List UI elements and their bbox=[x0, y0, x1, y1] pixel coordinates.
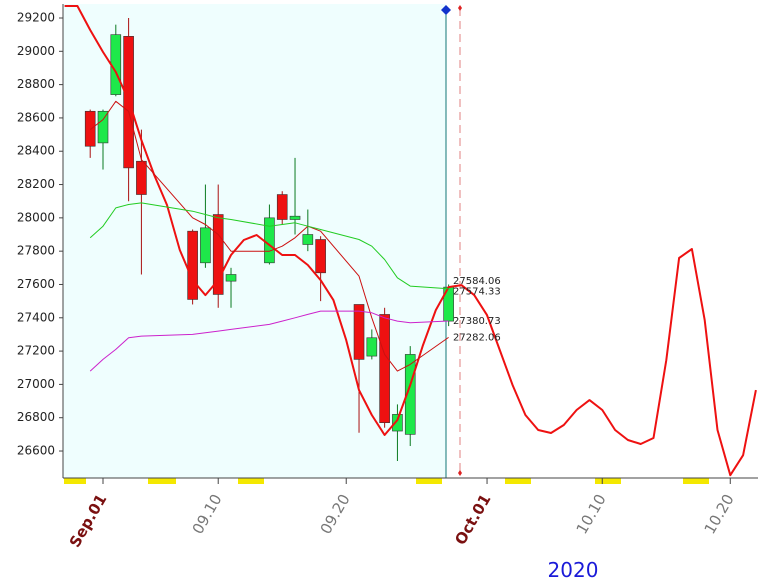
candle bbox=[136, 129, 147, 275]
candle-body bbox=[276, 194, 288, 220]
y-tick-label: 28800 bbox=[17, 77, 55, 91]
candle-body bbox=[212, 214, 224, 295]
candle-body bbox=[97, 110, 109, 144]
y-tick-label: 27000 bbox=[17, 377, 55, 391]
candle-body bbox=[392, 414, 403, 432]
candle-body bbox=[353, 304, 365, 360]
y-tick-label: 28600 bbox=[17, 110, 55, 124]
candle-body bbox=[225, 274, 237, 282]
candle bbox=[187, 229, 198, 305]
x-tick-label: 10.10 bbox=[573, 491, 610, 537]
candle-body bbox=[200, 227, 211, 264]
y-tick-label: 26800 bbox=[17, 410, 55, 424]
marker-diamond bbox=[458, 5, 462, 11]
candle-body bbox=[110, 34, 122, 95]
y-tick-label: 27400 bbox=[17, 310, 55, 324]
candle-body bbox=[366, 337, 378, 357]
candle-body bbox=[84, 110, 96, 147]
marker-diamond bbox=[458, 470, 462, 476]
line-series bbox=[89, 202, 449, 290]
candle-body bbox=[315, 239, 326, 274]
y-tick-label: 28400 bbox=[17, 144, 55, 158]
candle bbox=[366, 329, 378, 360]
last-value-label: 27380.73 bbox=[453, 316, 501, 327]
y-tick-label: 28000 bbox=[17, 210, 55, 224]
candle-body bbox=[187, 230, 198, 300]
x-tick-label: 09.20 bbox=[317, 491, 354, 537]
weekend-markers bbox=[64, 478, 709, 484]
candle bbox=[212, 184, 224, 308]
x-tick-label: Oct.01 bbox=[451, 491, 494, 548]
candle bbox=[404, 346, 416, 447]
candle-body bbox=[264, 217, 275, 264]
y-tick-label: 29000 bbox=[17, 44, 55, 58]
x-tick-label: 10.20 bbox=[701, 491, 738, 537]
candle bbox=[302, 209, 314, 252]
x-tick-label: Sep.01 bbox=[66, 491, 111, 550]
candle bbox=[276, 191, 288, 225]
candle bbox=[84, 109, 96, 158]
candle bbox=[225, 267, 237, 308]
y-tick-label: 28200 bbox=[17, 177, 55, 191]
x-tick-label: 09.10 bbox=[189, 491, 226, 537]
weekend-marker bbox=[238, 478, 264, 484]
candle bbox=[200, 184, 211, 268]
line-series bbox=[64, 5, 757, 477]
weekend-marker bbox=[148, 478, 176, 484]
y-tick-label: 29200 bbox=[17, 10, 55, 24]
year-label: 2020 bbox=[548, 558, 599, 581]
candle-body bbox=[379, 314, 390, 424]
y-tick-label: 27800 bbox=[17, 244, 55, 258]
weekend-marker bbox=[64, 478, 86, 484]
last-value-label: 27574.33 bbox=[453, 287, 501, 298]
candle bbox=[110, 24, 122, 97]
candle-body bbox=[136, 160, 147, 195]
last-value-label: 27584.06 bbox=[453, 276, 501, 287]
line-series bbox=[89, 100, 449, 372]
candle bbox=[392, 404, 403, 462]
y-tick-label: 27600 bbox=[17, 277, 55, 291]
line-series bbox=[89, 310, 449, 372]
candle-body bbox=[404, 354, 416, 435]
y-tick-label: 26600 bbox=[17, 444, 55, 458]
last-value-label: 27282.06 bbox=[453, 332, 501, 343]
candle-body bbox=[289, 215, 301, 220]
weekend-marker bbox=[505, 478, 531, 484]
weekend-marker bbox=[416, 478, 442, 484]
candle bbox=[353, 304, 365, 433]
weekend-marker bbox=[595, 478, 621, 484]
marker-diamond bbox=[441, 5, 451, 15]
candle-body bbox=[302, 234, 314, 245]
y-tick-label: 27200 bbox=[17, 344, 55, 358]
candle bbox=[379, 307, 390, 428]
candle bbox=[315, 236, 326, 302]
weekend-marker bbox=[683, 478, 709, 484]
candle bbox=[289, 157, 301, 235]
